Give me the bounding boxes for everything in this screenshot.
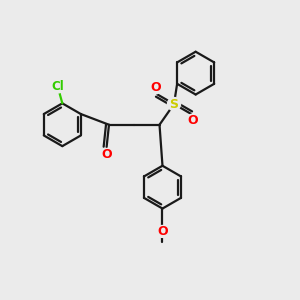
Text: Cl: Cl	[52, 80, 64, 94]
Circle shape	[157, 226, 168, 237]
Circle shape	[150, 82, 162, 94]
Circle shape	[186, 114, 198, 126]
Circle shape	[101, 148, 112, 160]
Text: S: S	[169, 98, 178, 110]
Circle shape	[167, 98, 181, 111]
Text: O: O	[151, 81, 161, 94]
Text: O: O	[157, 225, 168, 238]
Text: O: O	[187, 114, 197, 127]
Text: O: O	[101, 148, 112, 161]
Circle shape	[52, 81, 64, 93]
